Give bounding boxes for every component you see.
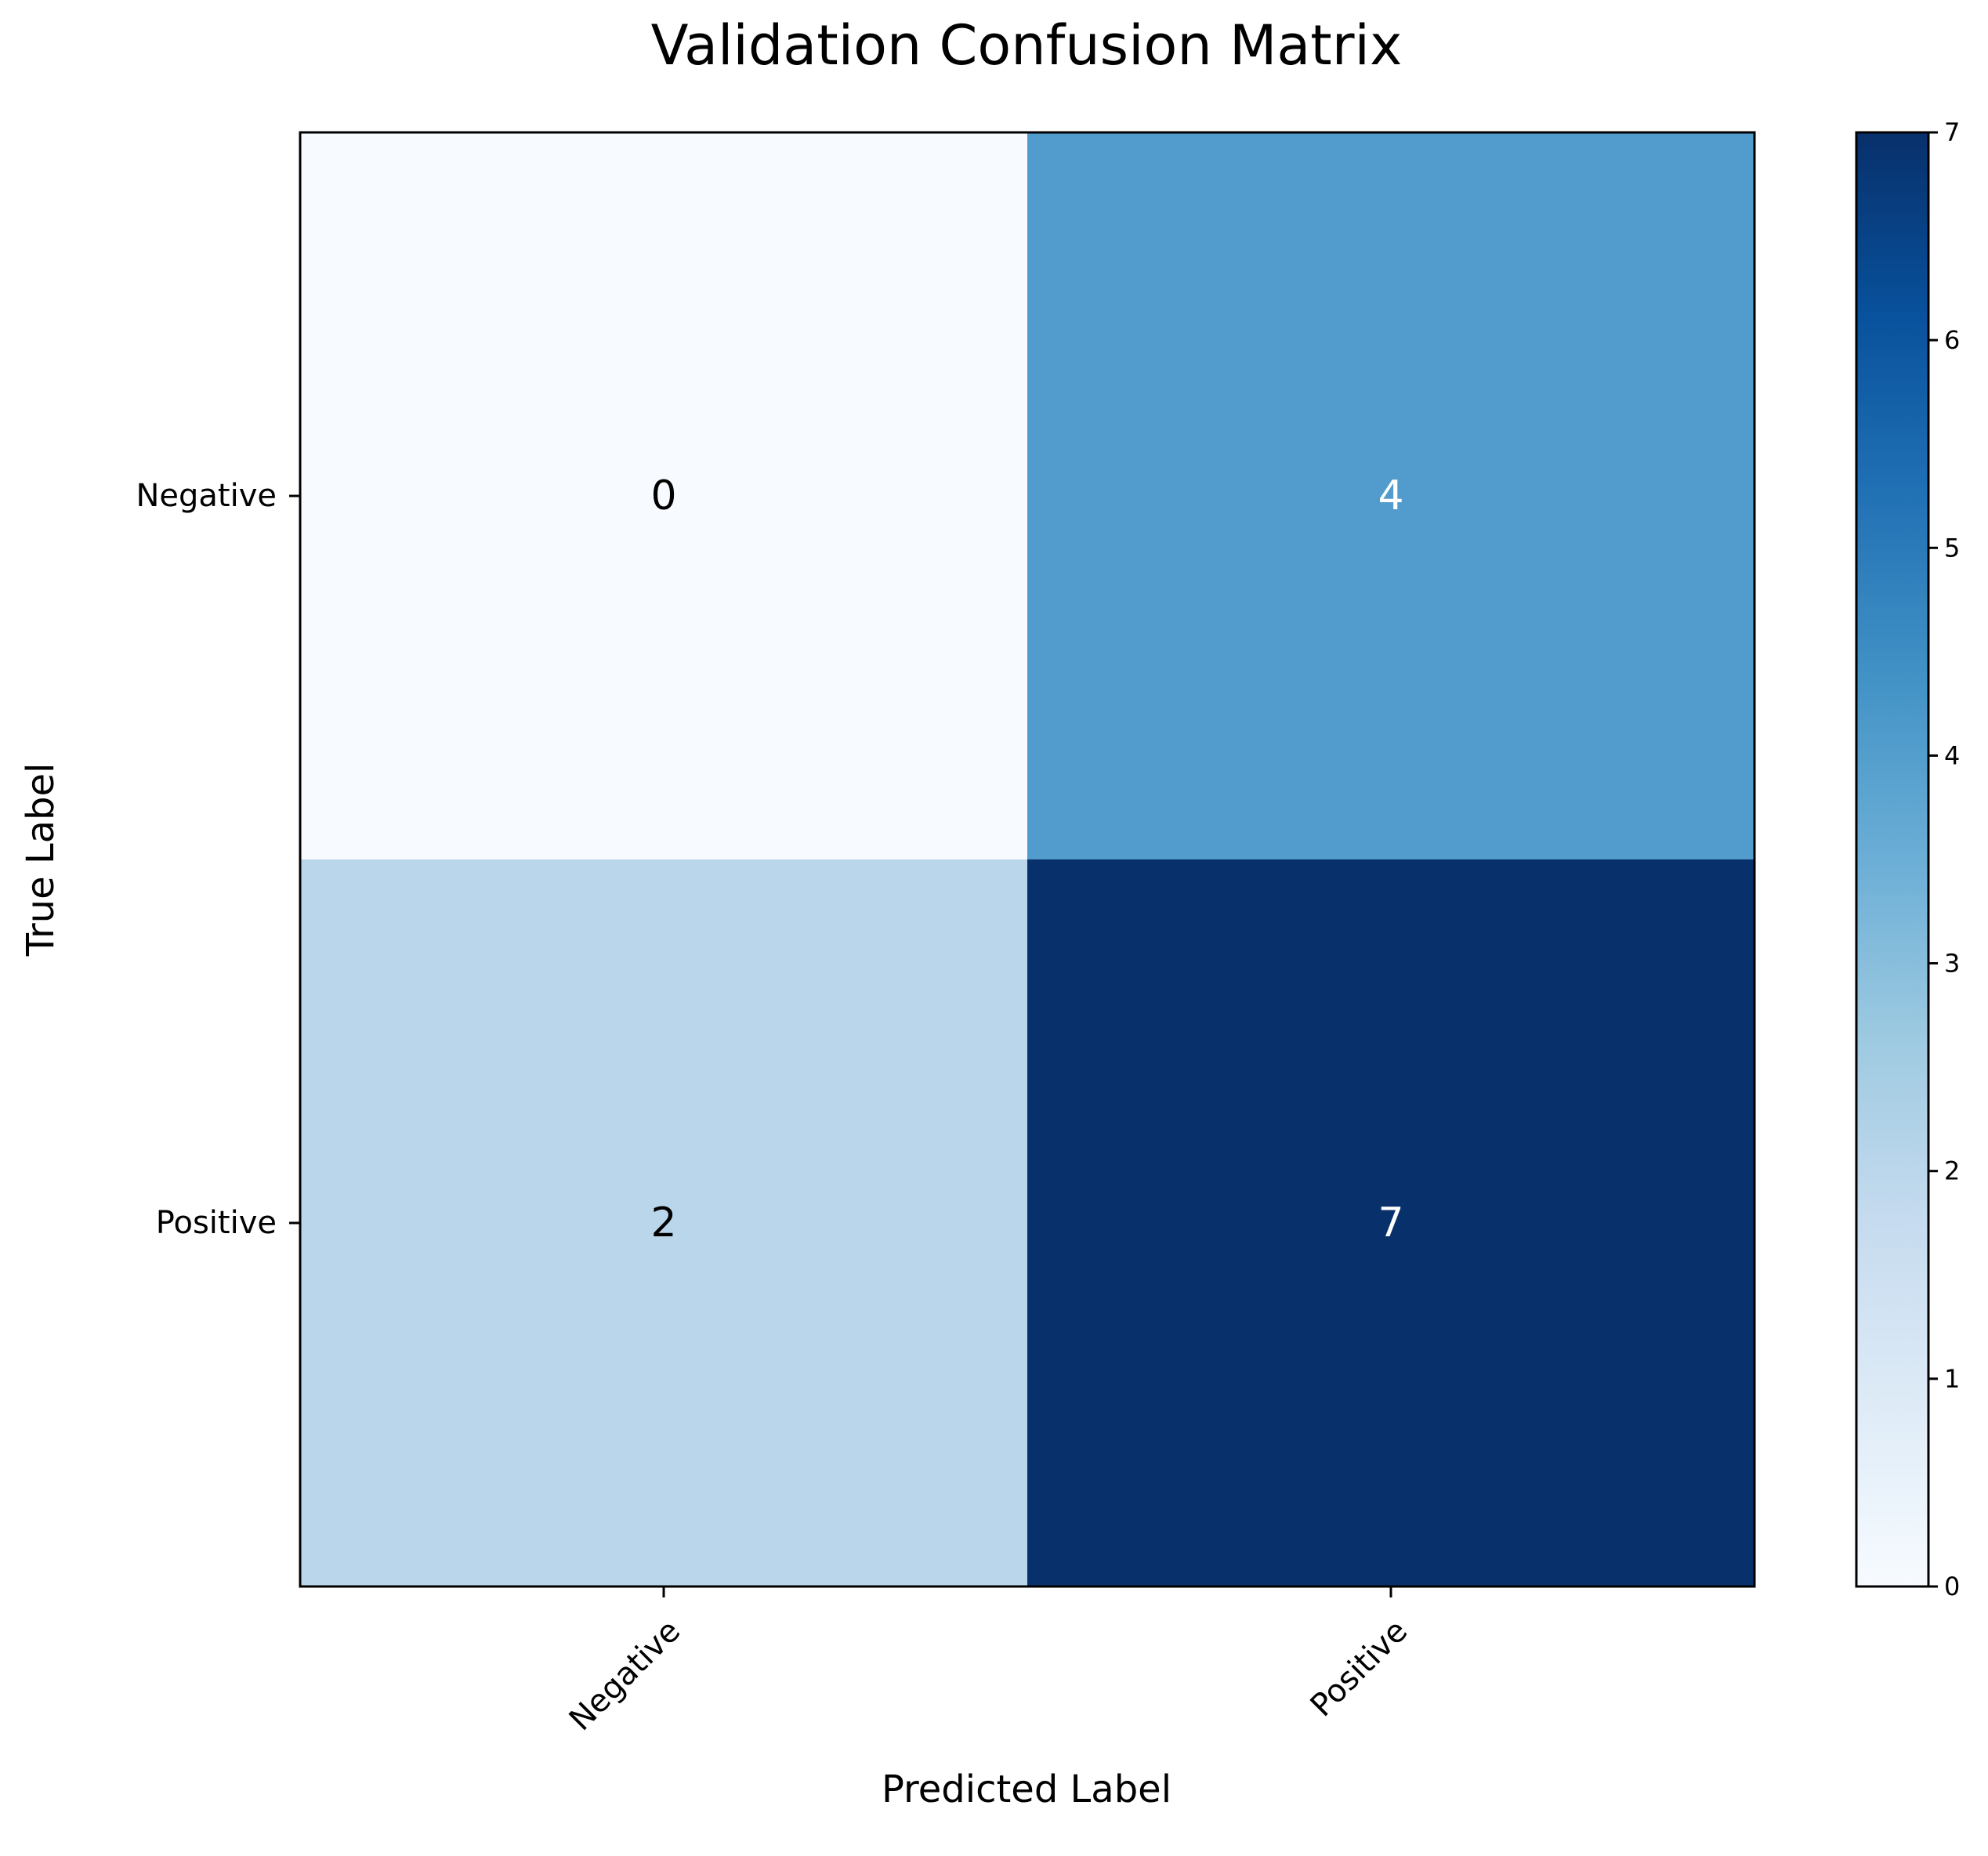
y-axis-label: True Label [19,763,63,957]
colorbar-tick-label: 6 [1944,325,1960,355]
y-tick-label: Negative [136,478,277,514]
y-axis-ticks: Negative Positive [136,478,300,1241]
heatmap-cells [300,132,1754,1586]
colorbar-tick-label: 0 [1944,1572,1960,1601]
chart-title: Validation Confusion Matrix [651,13,1403,78]
colorbar-tick-label: 3 [1944,949,1960,979]
plot-frame [299,131,1756,1588]
x-tick-label: Negative [563,1613,687,1738]
heatmap-cell-values: 0 4 2 7 [650,472,1403,1246]
y-tick-label: Positive [156,1205,277,1241]
heatmap-cell [1027,132,1754,859]
colorbar-tick-label: 4 [1944,740,1960,770]
cell-value-label: 7 [1378,1199,1403,1246]
heatmap-cell [1027,859,1754,1586]
colorbar-tick-label: 1 [1944,1364,1960,1394]
colorbar-ticks: 0 1 2 3 4 5 6 7 [1928,118,1960,1601]
heatmap-cell [300,132,1027,859]
colorbar-tick-label: 5 [1944,533,1960,563]
colorbar-tick-label: 7 [1944,118,1960,147]
colorbar-tick-label: 2 [1944,1156,1960,1186]
x-axis-label: Predicted Label [882,1767,1171,1811]
colorbar [1855,131,1930,1588]
x-axis-ticks: Negative Positive [563,1586,1414,1738]
cell-value-label: 2 [650,1199,676,1246]
cell-value-label: 4 [1378,472,1403,519]
x-tick-label: Positive [1304,1613,1415,1724]
heatmap-cell [300,859,1027,1586]
cell-value-label: 0 [650,472,676,519]
